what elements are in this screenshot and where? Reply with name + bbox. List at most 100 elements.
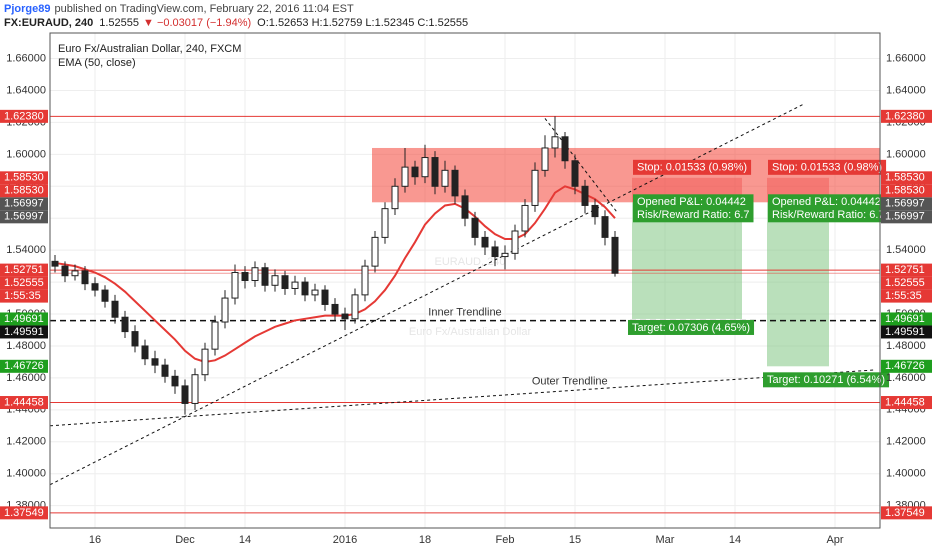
candle-body	[571, 160, 579, 187]
plot: EURAUD, 240 Euro Fx/Australian Dollar Inne…	[49, 33, 890, 528]
candle-body	[451, 169, 459, 197]
candle-body	[331, 303, 339, 315]
price-label-bg	[0, 197, 48, 211]
target-label-bg	[763, 372, 890, 388]
candle-body	[401, 166, 409, 187]
price-label-bg	[0, 171, 48, 185]
watermark: Euro Fx/Australian Dollar	[409, 326, 532, 338]
price-label-bg	[0, 184, 48, 198]
candle-body	[91, 283, 99, 291]
target-label-bg	[628, 319, 755, 335]
chart-title: Euro Fx/Australian Dollar, 240, FXCM	[58, 43, 241, 55]
candle-body	[281, 275, 289, 289]
stop-label-bg	[768, 159, 887, 175]
candle-body	[601, 216, 609, 238]
candle-body	[411, 166, 419, 178]
price-label-bg	[881, 359, 932, 373]
candle-body	[261, 267, 269, 286]
y-tick-label: 1.40000	[886, 468, 926, 480]
price-label-bg	[881, 263, 932, 277]
candle-body	[101, 289, 109, 302]
trendline	[544, 118, 618, 213]
published: published on TradingView.com, February 2…	[54, 3, 354, 15]
last-price: 1.52555	[99, 17, 139, 29]
candle-body	[181, 385, 189, 404]
x-tick-label: Apr	[826, 534, 843, 546]
y-tick-label: 1.54000	[886, 244, 926, 256]
price-label: 1.58530	[4, 172, 44, 184]
price-label: 1.56997	[885, 211, 925, 223]
y-tick-label: 1.46000	[886, 372, 926, 384]
stop-label-bg	[633, 159, 752, 175]
y-tick-label: 1.54000	[6, 244, 46, 256]
candle-body	[341, 313, 349, 320]
y-tick-label: 1.66000	[6, 52, 46, 64]
stop-label-text: Stop: 0.01533 (0.98%)	[772, 162, 882, 174]
y-tick-label: 1.48000	[886, 340, 926, 352]
pnl-label-bg	[633, 194, 754, 223]
candle-body	[541, 147, 549, 171]
x-tick-label: Mar	[656, 534, 675, 546]
target-label: Target: 0.10271 (6.54%)	[763, 372, 890, 388]
pnl-label-text: Opened P&L: 0.04442	[637, 196, 746, 208]
candle-body	[551, 136, 559, 149]
candle-body	[111, 300, 119, 318]
y-tick-label: 1.42000	[6, 436, 46, 448]
candle-body	[51, 260, 59, 267]
price-label: 1.37549	[4, 507, 44, 519]
price-label: 1.46726	[4, 360, 44, 372]
candle-body	[491, 246, 499, 258]
x-tick-label: 14	[729, 534, 741, 546]
pnl-label-text: Opened P&L: 0.04442	[772, 196, 881, 208]
candle-body	[421, 157, 429, 178]
candle-body	[611, 236, 619, 274]
candle-body	[461, 195, 469, 219]
price-label: 1.49691	[885, 313, 925, 325]
candle-body	[591, 204, 599, 218]
plot-frame	[49, 32, 881, 529]
trendline-label: Outer Trendline	[532, 376, 608, 388]
price-label: 1.58530	[885, 172, 925, 184]
y-tick-label: 1.60000	[886, 148, 926, 160]
y-tick-label: 1.46000	[6, 372, 46, 384]
y-tick-label: 1.60000	[6, 148, 46, 160]
y-tick-label: 1.40000	[6, 468, 46, 480]
price-label: 1.56997	[4, 211, 44, 223]
pnl-label-text: Risk/Reward Ratio: 6.7	[637, 209, 750, 221]
stop-label: Stop: 0.01533 (0.98%)	[633, 159, 752, 175]
price-label: 1.46726	[885, 360, 925, 372]
price-label-bg	[0, 312, 48, 326]
x-tick-label: 15	[569, 534, 581, 546]
price-label-bg	[881, 171, 932, 185]
price-label-bg	[0, 396, 48, 410]
candle-body	[161, 364, 169, 377]
candle-body	[121, 316, 129, 333]
candle-body	[351, 294, 359, 320]
candle-body	[211, 321, 219, 350]
candle-body	[391, 185, 399, 210]
y-tick-label: 1.64000	[886, 84, 926, 96]
candle-body	[141, 345, 149, 360]
candle-body	[171, 375, 179, 387]
price-label-bg	[0, 506, 48, 520]
y-tick-label: 1.48000	[6, 340, 46, 352]
ohlc: O:1.52653 H:1.52759 L:1.52345 C:1.52555	[257, 17, 468, 29]
price-label-bg	[881, 289, 932, 303]
candle-body	[221, 297, 229, 323]
stop-label-text: Stop: 0.01533 (0.98%)	[637, 162, 747, 174]
price-label-bg	[881, 312, 932, 326]
candle-body	[361, 265, 369, 296]
price-label-bg	[881, 197, 932, 211]
candle-body	[581, 185, 589, 206]
price-label: 1.62380	[885, 110, 925, 122]
price-label: 1:55:35	[4, 290, 41, 302]
symbol: FX:EURAUD, 240	[4, 17, 93, 29]
candle-body	[291, 281, 299, 289]
candle-body	[561, 136, 569, 162]
level-text: Inner Trendline	[428, 306, 501, 318]
candle-body	[61, 265, 69, 277]
candle-body	[431, 157, 439, 187]
price-label: 1.52555	[885, 277, 925, 289]
